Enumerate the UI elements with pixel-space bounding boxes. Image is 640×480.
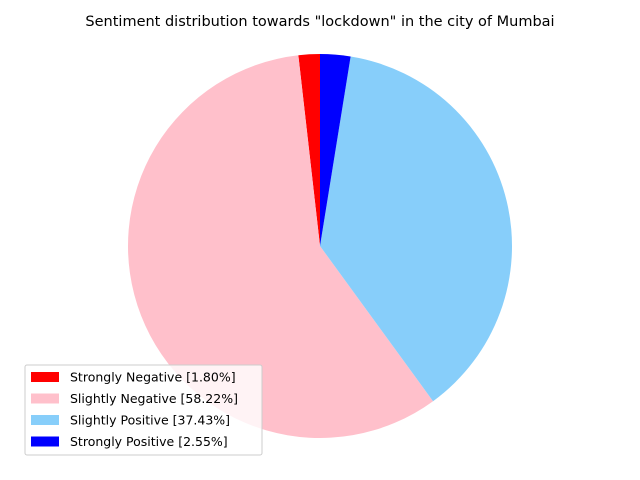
legend-swatch-slightly-negative	[31, 393, 59, 404]
legend-swatch-strongly-positive	[31, 436, 59, 447]
pie-slice-slightly-negative	[127, 55, 434, 439]
legend-label-slightly-positive: Slightly Positive [37.43%]	[70, 413, 230, 428]
legend-label-strongly-positive: Strongly Positive [2.55%]	[70, 434, 228, 449]
legend-label-strongly-negative: Strongly Negative [1.80%]	[70, 370, 236, 385]
legend-label-slightly-negative: Slightly Negative [58.22%]	[70, 391, 238, 406]
legend-swatch-slightly-positive	[31, 415, 59, 425]
pie-slice-strongly-negative	[298, 54, 320, 246]
chart-title: Sentiment distribution towards "lockdown…	[85, 14, 554, 30]
pie-slice-strongly-positive	[320, 54, 351, 246]
pie-slices	[127, 54, 512, 439]
legend: Strongly Negative [1.80%] Slightly Negati…	[24, 364, 263, 456]
legend-frame	[24, 364, 263, 456]
pie-slice-slightly-positive	[320, 56, 512, 402]
legend-swatch-strongly-negative	[31, 372, 59, 382]
